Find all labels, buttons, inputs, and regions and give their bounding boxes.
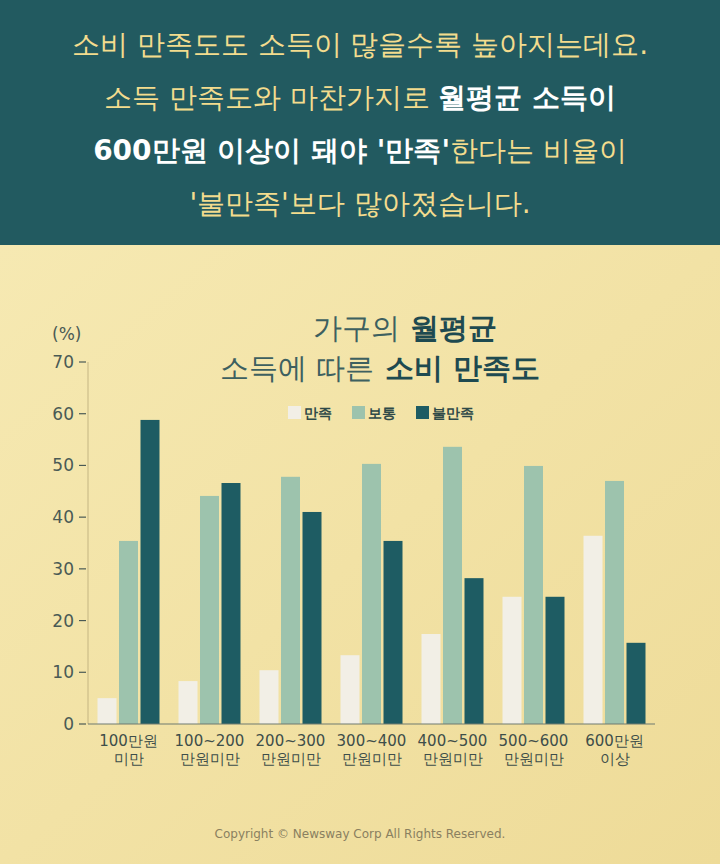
y-tick-label: 20: [52, 611, 74, 631]
x-tick-line: 만원미만: [423, 750, 483, 768]
header-segment: 600만원 이상이 돼야 '만족': [93, 134, 450, 167]
x-tick-line: 만원미만: [342, 750, 402, 768]
chart-canvas: 소비 만족도도 소득이 많을수록 높아지는데요. 소득 만족도와 마찬가지로 월평…: [0, 0, 720, 864]
bar: [443, 447, 462, 724]
chart-background: [0, 245, 720, 864]
bar: [281, 477, 300, 724]
y-tick-mark: [79, 568, 86, 569]
legend-label: 불만족: [432, 405, 474, 421]
header-segment: 한다는 비율이: [450, 134, 627, 167]
y-tick-mark: [79, 465, 86, 466]
y-tick-label: 10: [52, 662, 74, 682]
title-word: 월평균: [400, 311, 497, 345]
legend-swatch: [352, 406, 365, 419]
header-segment: 소득 만족도와 마찬가지로: [104, 81, 439, 114]
x-tick-line: 미만: [114, 750, 144, 768]
title-word: 만족도: [443, 351, 540, 385]
x-tick-label: 400~500만원미만: [418, 732, 488, 768]
bar: [200, 496, 219, 724]
y-axis-label: (%): [52, 324, 81, 344]
x-tick-line: 만원미만: [504, 750, 564, 768]
header-line: 소비 만족도도 소득이 많을수록 높아지는데요.: [72, 28, 649, 61]
chart-title: 소득에 따른 소비 만족도: [220, 351, 539, 385]
header-segment: 소비 만족도도 소득이 많을수록 높아지는데요.: [72, 28, 649, 61]
legend-swatch: [288, 406, 301, 419]
x-tick-label: 200~300만원미만: [256, 732, 326, 768]
y-tick-label: 70: [52, 352, 74, 372]
legend-label: 보통: [368, 405, 396, 421]
x-tick-line: 100만원: [99, 732, 158, 750]
bar: [605, 481, 624, 724]
title-word: 소비: [375, 351, 443, 385]
bar: [584, 536, 603, 724]
y-tick-label: 30: [52, 559, 74, 579]
chart-title: 가구의 월평균: [313, 311, 497, 345]
header-line: 소득 만족도와 마찬가지로 월평균 소득이: [104, 81, 616, 114]
y-tick-mark: [79, 413, 86, 414]
header-background: [0, 0, 720, 245]
y-axis-line: [88, 362, 89, 724]
x-tick-label: 300~400만원미만: [337, 732, 407, 768]
bar: [503, 597, 522, 724]
bar: [546, 597, 565, 724]
x-tick-label: 100~200만원미만: [175, 732, 245, 768]
bar: [341, 655, 360, 724]
x-tick-line: 500~600: [499, 732, 569, 750]
x-tick-line: 400~500: [418, 732, 488, 750]
header-segment: '불만족'보다 많아졌습니다.: [189, 187, 530, 220]
x-tick-label: 600만원이상: [585, 732, 644, 768]
x-tick-label: 100만원미만: [99, 732, 158, 768]
title-word: 소득에: [220, 351, 307, 385]
title-word: 가구의: [313, 311, 400, 345]
y-tick-label: 50: [52, 455, 74, 475]
bar: [222, 483, 241, 724]
bar: [465, 578, 484, 724]
bar: [627, 643, 646, 724]
y-tick-label: 60: [52, 404, 74, 424]
bars: [98, 420, 646, 724]
header-line: '불만족'보다 많아졌습니다.: [189, 187, 530, 220]
x-tick-line: 100~200: [175, 732, 245, 750]
header-segment: 월평균 소득이: [438, 81, 616, 114]
bar: [179, 681, 198, 724]
x-axis-line: [88, 723, 655, 724]
x-tick-line: 200~300: [256, 732, 326, 750]
bar: [119, 541, 138, 724]
y-tick-mark: [79, 620, 86, 621]
header-line: 600만원 이상이 돼야 '만족'한다는 비율이: [93, 134, 627, 167]
y-tick-mark: [79, 361, 86, 362]
x-tick-label: 500~600만원미만: [499, 732, 569, 768]
bar: [98, 698, 117, 724]
legend-swatch: [416, 406, 429, 419]
x-tick-line: 600만원: [585, 732, 644, 750]
y-tick-mark: [79, 517, 86, 518]
bar: [303, 512, 322, 724]
x-tick-line: 300~400: [337, 732, 407, 750]
bar: [141, 420, 160, 724]
bar: [384, 541, 403, 724]
y-tick-label: 0: [63, 714, 74, 734]
title-word: 따른: [307, 351, 374, 385]
y-tick-label: 40: [52, 507, 74, 527]
footer: Copyright © Newsway Corp All Rights Rese…: [215, 827, 506, 841]
x-tick-line: 만원미만: [180, 750, 240, 768]
bar: [362, 464, 381, 724]
bar: [524, 466, 543, 724]
legend-label: 만족: [304, 405, 332, 421]
y-tick-mark: [79, 672, 86, 673]
bar: [260, 670, 279, 724]
y-tick-mark: [79, 723, 86, 724]
bar: [422, 634, 441, 724]
x-tick-line: 이상: [600, 750, 630, 768]
x-tick-line: 만원미만: [261, 750, 321, 768]
